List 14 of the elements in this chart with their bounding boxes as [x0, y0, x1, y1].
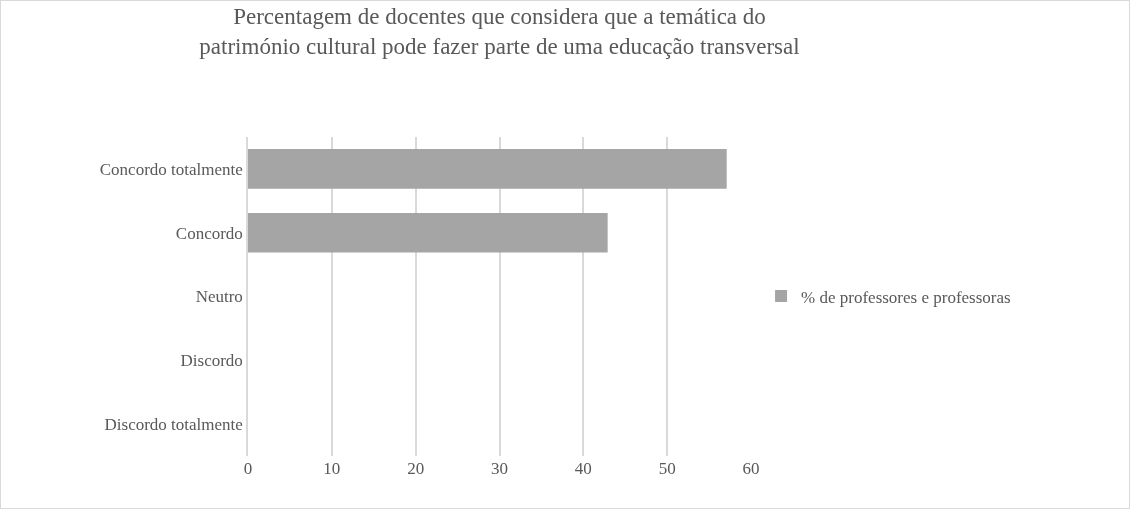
- y-tick-label: Concordo: [175, 223, 243, 243]
- x-tick-label: 60: [742, 459, 760, 478]
- x-tick-label: 30: [491, 459, 508, 478]
- y-tick-label: Discordo: [180, 351, 243, 371]
- x-tick-label: 50: [658, 459, 676, 478]
- y-tick-label: Discordo totalmente: [104, 415, 243, 435]
- chart-title: Percentagem de docentes que considera que a temática do património cultural pode fazer parte de uma educação transversal: [199, 3, 800, 59]
- x-tick-label: 40: [574, 459, 592, 478]
- x-tick-label: 20: [407, 459, 425, 478]
- x-tick-label: 0: [243, 459, 253, 478]
- y-tick-label: Neutro: [195, 287, 243, 307]
- y-tick-label: Concordo totalmente: [99, 159, 243, 179]
- x-tick-label: 10: [323, 459, 341, 478]
- legend-label: % de professores e professoras: [801, 287, 1011, 307]
